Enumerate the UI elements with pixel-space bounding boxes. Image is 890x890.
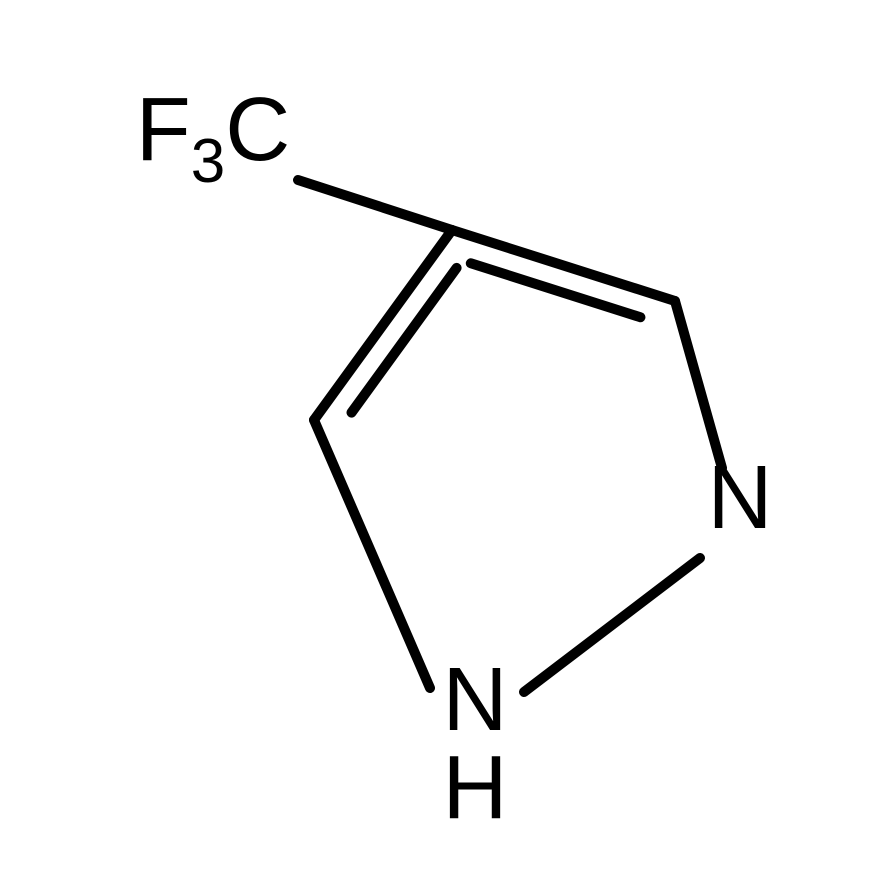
chemical-structure-diagram: F3CNNH xyxy=(0,0,890,890)
atom-label-NH-H: H xyxy=(443,738,508,838)
atom-label-NH: N xyxy=(443,650,508,750)
atom-label-N2: N xyxy=(708,448,773,548)
